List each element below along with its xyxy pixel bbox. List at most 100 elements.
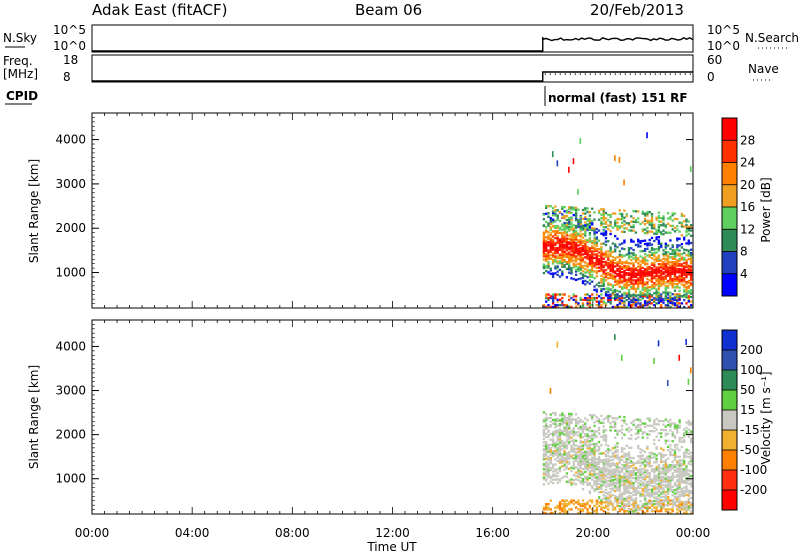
data-cell — [561, 263, 564, 267]
data-cell — [678, 257, 681, 261]
data-cell — [669, 239, 672, 242]
data-cell — [570, 469, 573, 473]
data-cell — [618, 481, 621, 484]
data-cell — [634, 274, 638, 277]
data-cell — [581, 260, 585, 263]
data-cell — [547, 475, 550, 479]
data-cell — [618, 459, 621, 463]
data-cell — [678, 354, 681, 361]
data-cell — [662, 467, 665, 470]
data-cell — [657, 231, 661, 234]
data-cell — [609, 247, 612, 251]
data-cell — [646, 212, 649, 215]
data-cell — [687, 295, 690, 298]
data-cell — [604, 475, 608, 478]
data-cell — [643, 223, 647, 226]
data-cell — [593, 461, 596, 464]
data-cell — [545, 248, 548, 251]
data-cell — [561, 423, 564, 426]
data-cell — [627, 481, 631, 485]
data-cell — [678, 474, 681, 477]
data-cell — [655, 278, 658, 281]
data-cell — [637, 485, 640, 488]
data-cell — [683, 295, 686, 298]
data-cell — [616, 464, 619, 467]
data-cell — [551, 451, 555, 455]
data-cell — [657, 477, 661, 480]
data-cell — [653, 491, 656, 494]
data-cell — [625, 498, 628, 501]
data-cell — [584, 433, 587, 436]
data-cell — [588, 461, 592, 465]
data-cell — [653, 442, 656, 446]
data-cell — [643, 288, 647, 291]
data-cell — [666, 487, 670, 490]
data-cell — [689, 511, 693, 515]
data-cell — [655, 487, 658, 491]
data-cell — [574, 263, 578, 266]
data-cell — [653, 510, 656, 513]
data-cell — [579, 453, 582, 456]
data-cell — [641, 221, 644, 224]
data-cell — [678, 495, 681, 499]
data-cell — [545, 506, 548, 509]
colorbar-segment — [722, 350, 737, 370]
data-cell — [671, 277, 674, 281]
data-cell — [643, 422, 647, 425]
data-cell — [558, 424, 562, 428]
data-cell — [588, 504, 592, 508]
data-cell — [683, 280, 686, 283]
data-cell — [600, 484, 603, 487]
data-cell — [579, 257, 582, 260]
data-cell — [579, 448, 582, 451]
data-cell — [561, 456, 564, 459]
data-cell — [611, 293, 615, 296]
data-cell — [574, 506, 578, 509]
data-cell — [565, 447, 569, 450]
data-cell — [542, 428, 546, 432]
data-cell — [664, 469, 667, 472]
data-cell — [634, 476, 638, 480]
data-cell — [584, 224, 587, 227]
data-cell — [643, 494, 647, 497]
data-cell — [655, 251, 658, 254]
data-cell — [627, 473, 631, 476]
data-cell — [597, 285, 601, 288]
data-cell — [673, 302, 677, 305]
data-cell — [604, 253, 608, 257]
data-cell — [660, 475, 663, 479]
data-cell — [570, 225, 573, 229]
data-cell — [634, 418, 638, 421]
data-cell — [627, 222, 631, 225]
data-cell — [676, 277, 679, 281]
data-cell — [637, 511, 640, 515]
data-cell — [687, 494, 690, 497]
data-cell — [588, 499, 592, 502]
data-cell — [591, 417, 594, 420]
data-cell — [568, 501, 571, 504]
data-cell — [547, 264, 550, 267]
data-cell — [623, 300, 626, 303]
data-cell — [565, 452, 569, 455]
data-cell — [597, 465, 601, 469]
data-cell — [687, 232, 690, 236]
data-cell — [549, 452, 552, 455]
data-cell — [676, 264, 679, 267]
data-cell — [556, 224, 559, 228]
data-cell — [625, 282, 628, 285]
data-cell — [657, 472, 661, 475]
data-cell — [618, 272, 621, 275]
data-cell — [595, 283, 598, 286]
data-cell — [551, 240, 555, 243]
data-cell — [650, 270, 654, 273]
data-cell — [614, 293, 617, 297]
power-colorbar-label: Power [dB] — [759, 177, 773, 242]
data-cell — [650, 225, 654, 228]
data-cell — [607, 484, 610, 488]
data-cell — [561, 414, 564, 417]
data-cell — [614, 297, 617, 300]
data-cell — [542, 432, 546, 435]
data-cell — [687, 474, 690, 477]
data-cell — [554, 233, 557, 236]
data-cell — [618, 479, 621, 483]
